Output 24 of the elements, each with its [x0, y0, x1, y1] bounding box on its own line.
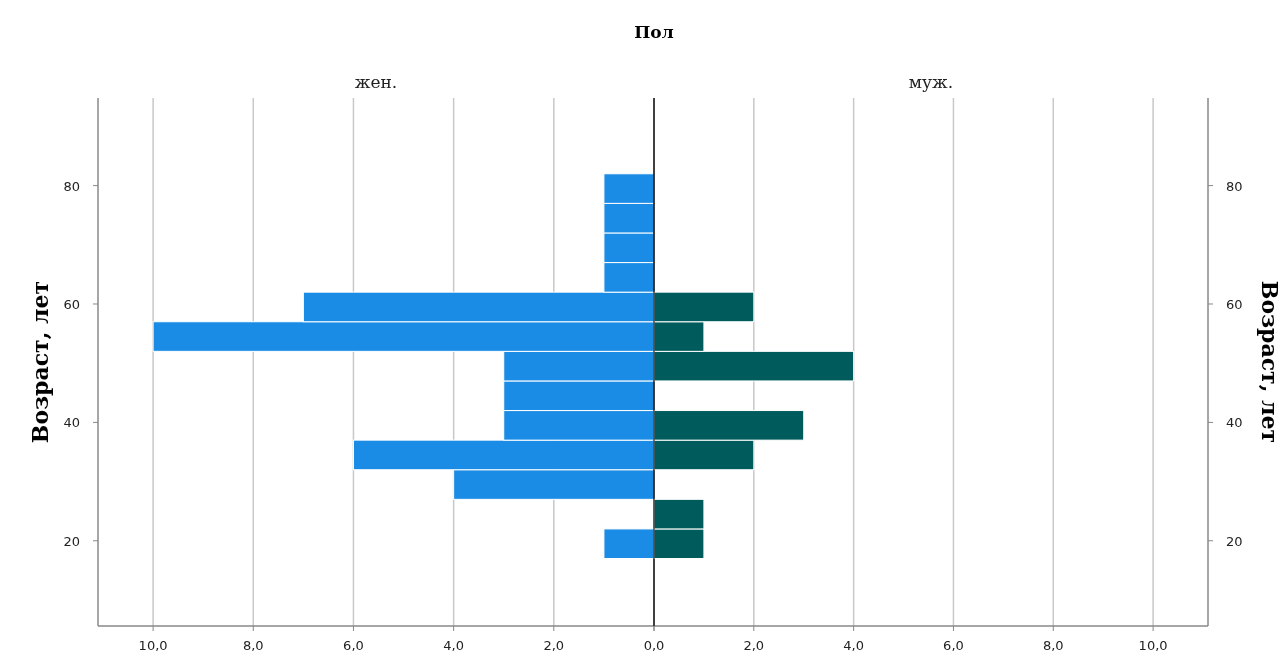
chart-title: муж. — [908, 72, 954, 92]
x-tick-label: 0,0 — [643, 638, 665, 653]
y-tick-label: 20 — [1226, 533, 1243, 549]
x-tick-label: 10,0 — [138, 638, 168, 653]
x-tick-label: 8,0 — [1042, 638, 1064, 653]
y-tick-label: 40 — [63, 415, 80, 431]
x-tick-label: 6,0 — [943, 638, 964, 653]
y-axis-title: Возраст, лет — [1257, 280, 1283, 444]
y-tick-label: 60 — [1226, 296, 1243, 312]
x-tick-label: 4,0 — [443, 638, 464, 653]
y-tick-label: 40 — [1226, 415, 1243, 431]
x-tick-label: 6,0 — [343, 638, 364, 653]
y-tick-label: 20 — [63, 533, 80, 549]
y-axis-title: Возраст, лет — [27, 280, 53, 444]
x-tick-label: 2,0 — [743, 638, 765, 653]
y-tick-label: 80 — [1226, 178, 1243, 194]
y-tick-label: 80 — [63, 178, 80, 194]
x-tick-label: 10,0 — [1138, 638, 1168, 653]
x-tick-label: 4,0 — [843, 638, 864, 653]
y-tick-label: 60 — [63, 296, 80, 312]
x-tick-label: 2,0 — [543, 638, 565, 653]
text: Пол — [634, 22, 674, 42]
chart-title: жен. — [354, 72, 398, 92]
x-tick-label: 8,0 — [242, 638, 264, 653]
